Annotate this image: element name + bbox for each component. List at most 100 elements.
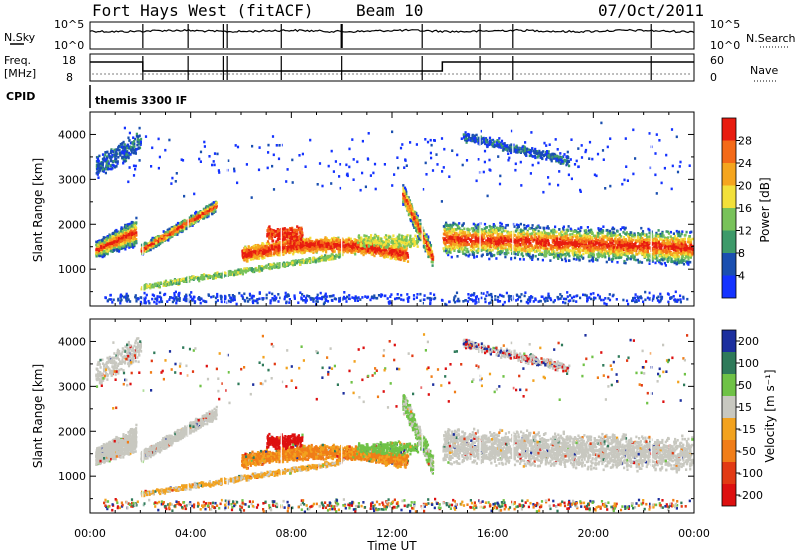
range-gate-cell (381, 250, 385, 254)
range-gate-cell (333, 255, 336, 258)
range-gate-cell (415, 219, 418, 222)
range-gate-cell (129, 243, 132, 246)
range-gate-cell (216, 274, 219, 278)
range-gate-cell (172, 230, 175, 234)
freq-line (90, 61, 694, 72)
range-gate-cell (404, 257, 407, 261)
range-gate-cell (295, 261, 298, 265)
range-gate-cell (164, 279, 168, 283)
range-gate-cell (125, 228, 128, 232)
range-gate-cell (379, 245, 383, 248)
range-gate-cell (124, 244, 127, 248)
range-gate-cell (362, 249, 365, 253)
range-gate-cell (263, 265, 266, 269)
range-gate-cell (233, 273, 236, 276)
range-gate-cell (210, 203, 213, 206)
range-gate-cell (156, 235, 159, 238)
range-gate-cell (131, 236, 135, 239)
range-gate-cell (132, 230, 135, 233)
range-gate-cell (181, 229, 184, 233)
range-gate-cell (400, 246, 403, 250)
range-gate-cell (402, 196, 405, 200)
range-gate-cell (173, 227, 176, 231)
range-gate-cell (293, 260, 296, 263)
range-gate-cell (155, 284, 158, 288)
range-gate-cell (367, 241, 370, 245)
range-gate-cell (145, 244, 148, 248)
range-gate-cell (412, 238, 415, 241)
range-gate-cell (409, 219, 412, 223)
range-gate-cell (102, 236, 105, 239)
range-gate-cell (133, 243, 136, 246)
range-gate-cell (323, 255, 326, 259)
range-gate-cell (298, 249, 301, 253)
range-gate-cell (269, 263, 272, 266)
range-gate-cell (289, 239, 292, 243)
range-gate-cell (323, 257, 326, 261)
freq-panel (89, 53, 695, 82)
range-gate-cell (95, 240, 98, 244)
range-gate-cell (331, 240, 335, 244)
range-gate-cell (100, 248, 103, 251)
range-gate-cell (207, 212, 210, 216)
range-gate-cell (272, 265, 275, 268)
range-gate-cell (430, 254, 433, 257)
range-gate-cell (392, 254, 395, 258)
range-gate-cell (245, 249, 248, 252)
range-gate-cell (215, 203, 218, 206)
range-gate-cell (126, 234, 130, 237)
range-gate-cell (210, 205, 214, 209)
range-gate-cell (331, 249, 334, 253)
range-gate-cell (183, 277, 186, 281)
range-gate-cell (160, 237, 163, 240)
range-gate-cell (179, 222, 182, 226)
range-gate-cell (147, 242, 151, 245)
range-gate-cell (233, 269, 237, 273)
range-gate-cell (295, 233, 298, 236)
range-gate-cell (306, 258, 309, 262)
range-gate-cell (205, 209, 209, 213)
range-gate-cell (403, 186, 407, 190)
range-gate-cell (324, 258, 327, 262)
range-gate-cell (132, 246, 135, 249)
range-gate-cell (416, 241, 419, 245)
range-gate-cell (150, 284, 153, 288)
range-gate-cell (359, 244, 362, 247)
range-gate-cell (135, 221, 138, 224)
range-gate-cell (213, 208, 217, 212)
range-gate-cell (154, 282, 157, 286)
range-gate-cell (170, 281, 173, 284)
range-gate-cell (130, 225, 133, 228)
range-gate-cell (349, 248, 352, 252)
range-gate-cell (398, 240, 401, 243)
range-gate-cell (288, 251, 291, 255)
range-gate-cell (153, 244, 156, 247)
range-gate-cell (154, 244, 157, 248)
range-gate-cell (135, 240, 138, 243)
range-gate-cell (108, 237, 112, 241)
range-gate-cell (149, 248, 152, 252)
range-gate-cell (129, 237, 132, 240)
range-gate-cell (152, 240, 155, 244)
range-gate-cell (103, 246, 106, 249)
range-gate-cell (142, 242, 146, 246)
range-gate-cell (360, 250, 364, 254)
range-gate-cell (415, 221, 418, 225)
range-gate-cell (368, 249, 371, 252)
range-gate-cell (338, 253, 341, 257)
range-gate-cell (427, 242, 430, 245)
range-gate-cell (171, 225, 175, 229)
range-gate-cell (335, 253, 338, 257)
range-gate-cell (122, 228, 126, 231)
beam-title: Beam 10 (356, 1, 423, 20)
range-gate-cell (269, 251, 272, 255)
range-gate-cell (263, 256, 266, 259)
range-gate-cell (409, 234, 412, 238)
range-gate-cell (256, 253, 259, 256)
range-gate-cell (419, 222, 422, 226)
range-gate-cell (132, 240, 135, 243)
range-gate-cell (333, 245, 336, 249)
range-gate-cell (166, 236, 169, 240)
range-gate-cell (205, 274, 208, 278)
range-gate-cell (178, 230, 181, 233)
